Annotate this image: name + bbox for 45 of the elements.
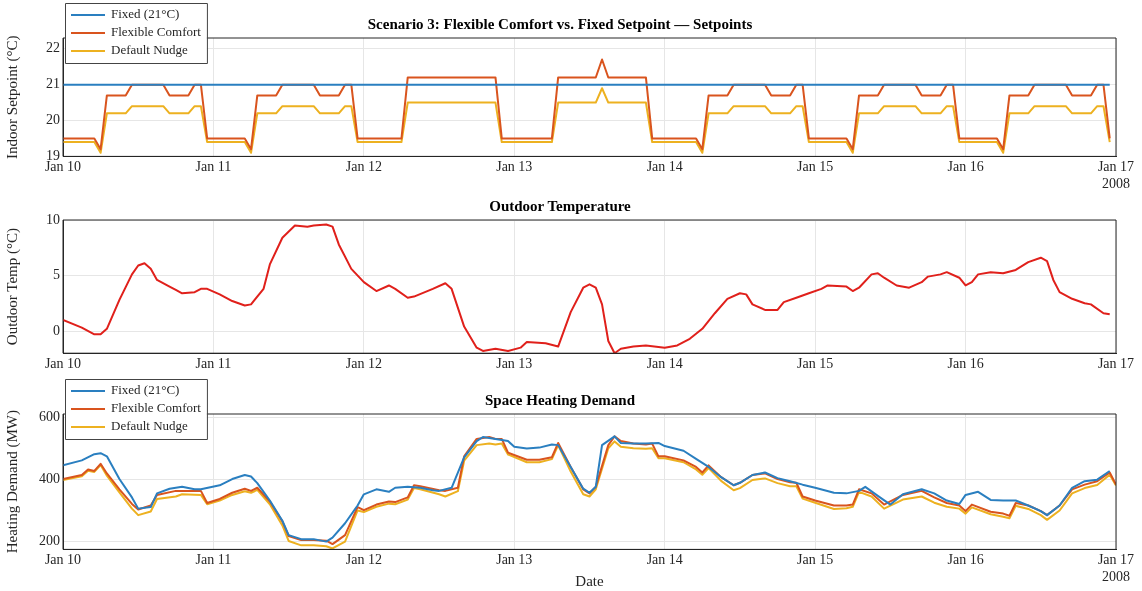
x-tick-label: Jan 16 bbox=[947, 356, 984, 372]
y-tick-label: 200 bbox=[39, 533, 60, 549]
y-tick-label: 10 bbox=[46, 211, 60, 227]
x-tick-label: Jan 10 bbox=[44, 356, 82, 372]
legend-label: Flexible Comfort bbox=[111, 400, 202, 416]
chart-title: Space Heating Demand bbox=[485, 391, 636, 408]
x-tick-label: Jan 16 bbox=[947, 552, 984, 568]
y-tick-label: 20 bbox=[46, 112, 60, 128]
y-tick-label: 600 bbox=[39, 408, 60, 424]
y-tick-label: 400 bbox=[39, 471, 60, 487]
x-tick-label: Jan 12 bbox=[345, 159, 382, 175]
x-tick-label: Jan 11 bbox=[195, 356, 232, 372]
x-tick-label: Jan 14 bbox=[646, 356, 683, 372]
x-tick-label: Jan 16 bbox=[947, 159, 984, 175]
legend-label: Fixed (21°C) bbox=[111, 6, 180, 22]
x-tick-label: Jan 15 bbox=[797, 356, 834, 372]
y-tick-label: 22 bbox=[46, 40, 60, 56]
x-tick-label: Jan 11 bbox=[195, 552, 232, 568]
x-tick-label: Jan 17 bbox=[1097, 356, 1135, 372]
chart-title: Scenario 3: Flexible Comfort vs. Fixed Setpoint — Setpoints bbox=[367, 15, 753, 32]
y-axis-title: Indoor Setpoint (°C) bbox=[3, 35, 21, 159]
y-tick-label: 21 bbox=[46, 76, 60, 92]
x-tick-label: Jan 17 2008 bbox=[1097, 159, 1135, 192]
x-tick-label: Jan 13 bbox=[496, 159, 533, 175]
x-tick-label: Jan 14 bbox=[646, 159, 683, 175]
y-tick-label: 0 bbox=[53, 322, 60, 338]
x-tick-label: Jan 11 bbox=[195, 159, 232, 175]
x-tick-label: Jan 10 bbox=[44, 552, 82, 568]
y-axis-title: Outdoor Temp (°C) bbox=[3, 228, 21, 346]
chart-title: Outdoor Temperature bbox=[489, 197, 632, 214]
legend-label: Fixed (21°C) bbox=[111, 382, 180, 398]
x-tick-label: Jan 13 bbox=[496, 552, 533, 568]
x-tick-label: Jan 17 2008 bbox=[1097, 552, 1135, 585]
x-tick-label: Jan 13 bbox=[496, 356, 533, 372]
y-axis-title: Heating Demand (MW) bbox=[3, 410, 21, 554]
legend-label: Flexible Comfort bbox=[111, 24, 202, 40]
x-tick-label: Jan 12 bbox=[345, 356, 382, 372]
x-tick-label: Jan 12 bbox=[345, 552, 382, 568]
y-tick-label: 5 bbox=[53, 267, 60, 283]
x-tick-label: Jan 15 bbox=[797, 159, 834, 175]
legend-label: Default Nudge bbox=[111, 418, 189, 434]
x-tick-label: Jan 15 bbox=[797, 552, 834, 568]
x-tick-label: Jan 14 bbox=[646, 552, 683, 568]
legend-label: Default Nudge bbox=[111, 42, 189, 58]
x-axis-title: Date bbox=[575, 572, 604, 589]
